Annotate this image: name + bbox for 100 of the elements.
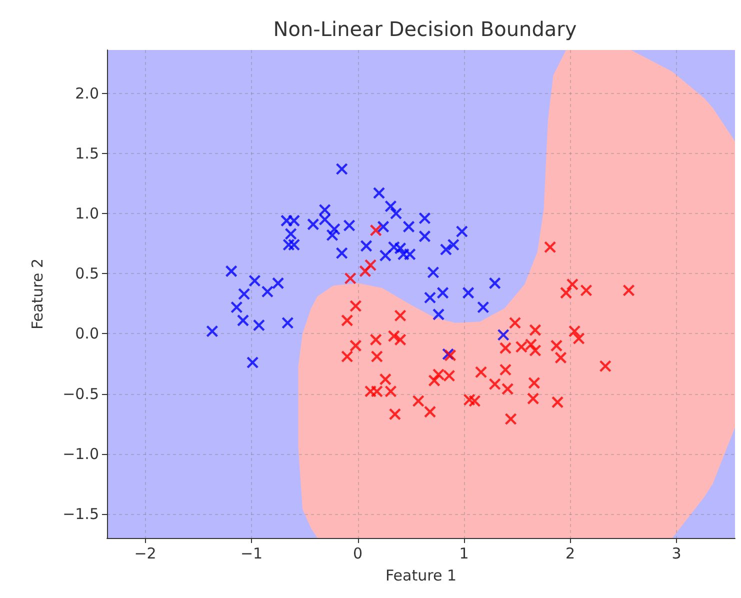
point	[261, 285, 274, 298]
point	[390, 207, 402, 220]
point	[336, 247, 348, 260]
x-tick-label: −2	[134, 544, 156, 562]
point	[428, 374, 440, 387]
x-tick-label: −1	[240, 544, 263, 562]
point	[544, 241, 556, 254]
point	[488, 277, 501, 290]
point	[499, 342, 512, 354]
point	[379, 373, 392, 386]
chart-title: Non-Linear Decision Boundary	[273, 17, 577, 41]
point	[440, 243, 452, 256]
point	[529, 324, 542, 336]
point	[566, 278, 579, 290]
point	[427, 266, 440, 278]
point	[280, 214, 293, 227]
point	[384, 200, 397, 212]
x-axis-title: Feature 1	[386, 566, 456, 584]
point	[508, 316, 522, 329]
point	[443, 370, 456, 382]
point	[418, 230, 431, 242]
point	[230, 301, 243, 314]
point	[372, 186, 386, 200]
point	[282, 316, 294, 329]
point	[418, 212, 431, 224]
point	[370, 350, 383, 363]
point	[424, 406, 436, 418]
point	[550, 340, 563, 352]
point	[341, 350, 354, 363]
point	[326, 229, 338, 242]
point	[424, 292, 436, 304]
point	[272, 277, 284, 290]
point	[551, 396, 564, 408]
point	[599, 360, 612, 372]
point	[477, 301, 490, 314]
point	[288, 214, 300, 227]
point	[370, 334, 382, 346]
point	[364, 259, 377, 272]
x-tick-label: 1	[459, 544, 469, 562]
point	[474, 366, 488, 378]
point	[377, 220, 390, 233]
y-axis-title: Feature 2	[28, 258, 46, 330]
point	[456, 225, 468, 238]
point	[432, 308, 445, 321]
point	[225, 265, 238, 278]
point	[497, 328, 510, 341]
point	[463, 394, 476, 406]
point	[436, 286, 449, 299]
point	[560, 286, 572, 299]
point	[328, 222, 340, 236]
point	[248, 274, 261, 287]
point	[388, 241, 400, 254]
point	[394, 310, 406, 322]
point	[359, 265, 372, 278]
point	[528, 376, 540, 390]
point	[350, 300, 362, 312]
point	[388, 408, 402, 420]
y-tick-label: 1.5	[75, 144, 99, 162]
y-tick-label: 1.0	[75, 204, 99, 222]
point	[238, 288, 250, 300]
point	[499, 364, 512, 376]
point	[246, 356, 259, 369]
point	[364, 385, 377, 398]
point	[524, 338, 538, 351]
point	[404, 248, 416, 260]
point	[397, 248, 410, 260]
point	[432, 368, 445, 381]
point	[580, 284, 592, 296]
point	[622, 284, 635, 296]
y-tick-label: −0.5	[62, 384, 99, 403]
point	[379, 249, 392, 262]
point	[394, 242, 406, 254]
point	[307, 218, 320, 230]
point	[388, 330, 400, 342]
y-tick-label: 2.0	[75, 84, 99, 102]
y-tick-label: −1.5	[62, 504, 99, 523]
point	[447, 238, 460, 251]
y-tick-label: 0.0	[75, 324, 99, 343]
point	[343, 219, 356, 232]
point	[504, 412, 517, 426]
point	[206, 325, 218, 338]
point	[252, 319, 266, 332]
x-tick-label: 2	[566, 544, 576, 562]
point	[412, 394, 424, 408]
x-tick-label: 3	[672, 544, 682, 562]
point	[236, 314, 250, 327]
point	[515, 340, 528, 353]
point	[462, 286, 474, 299]
point	[442, 348, 454, 360]
point	[394, 334, 406, 346]
point	[341, 314, 354, 327]
point	[468, 394, 481, 408]
x-tick-label: 0	[353, 544, 363, 562]
point	[384, 385, 397, 398]
point	[336, 162, 348, 176]
point	[568, 325, 581, 338]
point	[370, 224, 382, 236]
point	[488, 378, 501, 390]
point	[350, 340, 362, 352]
point	[370, 385, 383, 398]
